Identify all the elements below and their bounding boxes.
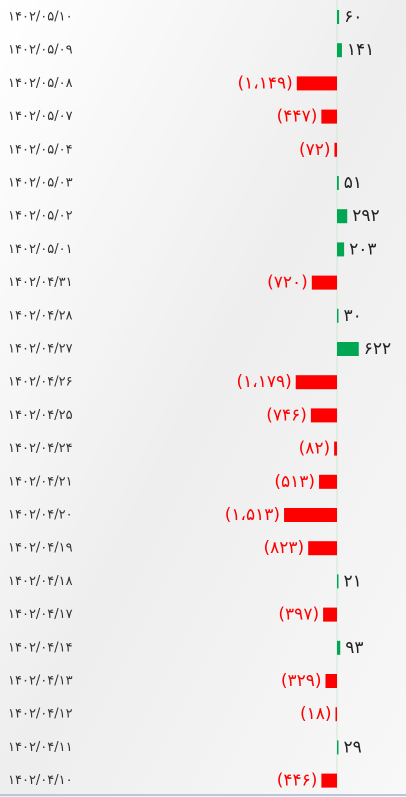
bar xyxy=(323,608,337,622)
value-label: (۸۲۳) xyxy=(264,538,305,558)
value-label: ۹۳ xyxy=(345,638,363,658)
date-label: ۱۴۰۲/۰۴/۱۰ xyxy=(8,773,73,788)
date-label: ۱۴۰۲/۰۴/۱۷ xyxy=(8,607,73,622)
date-label: ۱۴۰۲/۰۴/۱۳ xyxy=(8,674,73,689)
date-label: ۱۴۰۲/۰۴/۲۵ xyxy=(8,408,73,423)
bar xyxy=(334,143,337,157)
value-label: (۱،۱۴۹) xyxy=(238,73,293,93)
bar xyxy=(337,574,339,588)
date-label: ۱۴۰۲/۰۴/۲۰ xyxy=(8,508,73,523)
date-label: ۱۴۰۲/۰۴/۲۴ xyxy=(8,441,73,456)
bar xyxy=(308,541,337,555)
date-label: ۱۴۰۲/۰۴/۱۹ xyxy=(8,541,73,556)
bar xyxy=(311,408,337,422)
value-label: ۳۰ xyxy=(344,306,362,326)
chart: ۱۴۰۲/۰۵/۱۰ ۶۰ ۱۴۰۲/۰۵/۰۹ ۱۴۱ ۱۴۰۲/۰۵/۰۸ (۱،۱۴… xyxy=(0,0,406,797)
bar xyxy=(337,10,339,24)
bar xyxy=(337,740,339,754)
date-label: ۱۴۰۲/۰۴/۲۸ xyxy=(8,308,73,323)
value-label: ۲۰۳ xyxy=(349,239,376,259)
date-label: ۱۴۰۲/۰۵/۰۴ xyxy=(8,142,73,157)
value-label: (۷۲) xyxy=(299,140,331,160)
bar xyxy=(337,342,359,356)
bar xyxy=(334,442,337,456)
value-label: (۱،۵۱۳) xyxy=(225,505,280,525)
date-label: ۱۴۰۲/۰۴/۱۴ xyxy=(8,640,73,655)
value-label: (۴۴۶) xyxy=(277,771,318,791)
bar xyxy=(337,209,347,223)
value-label: ۱۴۱ xyxy=(347,40,374,60)
date-label: ۱۴۰۲/۰۴/۲۱ xyxy=(8,474,73,489)
value-label: ۲۹۲ xyxy=(352,206,379,226)
bar xyxy=(325,674,337,688)
value-label: (۴۴۷) xyxy=(277,107,318,127)
bar xyxy=(337,309,339,323)
bar xyxy=(337,43,342,57)
value-label: ۶۲۲ xyxy=(364,339,391,359)
value-label: (۱،۱۷۹) xyxy=(236,372,291,392)
bar xyxy=(321,774,337,788)
value-label: (۳۲۹) xyxy=(281,671,322,691)
page: {"chart_data": {"type": "bar", "orientat… xyxy=(0,0,406,797)
date-label: ۱۴۰۲/۰۵/۰۷ xyxy=(8,109,73,124)
value-label: (۳۹۷) xyxy=(278,605,319,625)
value-label: ۲۱ xyxy=(344,571,362,591)
value-label: (۷۲۰) xyxy=(267,273,308,293)
bar xyxy=(336,707,338,721)
date-label: ۱۴۰۲/۰۵/۰۱ xyxy=(8,242,73,257)
bar xyxy=(337,242,344,256)
date-label: ۱۴۰۲/۰۴/۲۷ xyxy=(8,342,73,357)
bar xyxy=(337,176,339,190)
date-label: ۱۴۰۲/۰۵/۰۸ xyxy=(8,76,73,91)
date-label: ۱۴۰۲/۰۵/۱۰ xyxy=(8,10,73,25)
date-label: ۱۴۰۲/۰۵/۰۳ xyxy=(8,176,73,191)
date-label: ۱۴۰۲/۰۴/۱۱ xyxy=(8,740,73,755)
value-label: ۲۹ xyxy=(344,737,362,757)
bar xyxy=(337,641,340,655)
date-label: ۱۴۰۲/۰۴/۱۲ xyxy=(8,707,73,722)
value-label: ۵۱ xyxy=(344,173,362,193)
date-label: ۱۴۰۲/۰۵/۰۲ xyxy=(8,209,73,224)
bar xyxy=(297,76,337,90)
bar xyxy=(319,475,337,489)
value-label: (۵۱۳) xyxy=(274,472,315,492)
bar xyxy=(296,375,337,389)
value-label: ۶۰ xyxy=(344,7,362,27)
date-label: ۱۴۰۲/۰۴/۳۱ xyxy=(8,275,73,290)
bar xyxy=(321,110,337,124)
date-label: ۱۴۰۲/۰۵/۰۹ xyxy=(8,43,73,58)
date-label: ۱۴۰۲/۰۴/۲۶ xyxy=(8,375,73,390)
value-label: (۸۲) xyxy=(299,439,331,459)
value-label: (۷۴۶) xyxy=(266,405,307,425)
date-label: ۱۴۰۲/۰۴/۱۸ xyxy=(8,574,73,589)
bar xyxy=(312,276,337,290)
value-label: (۱۸) xyxy=(300,704,332,724)
bar xyxy=(284,508,337,522)
